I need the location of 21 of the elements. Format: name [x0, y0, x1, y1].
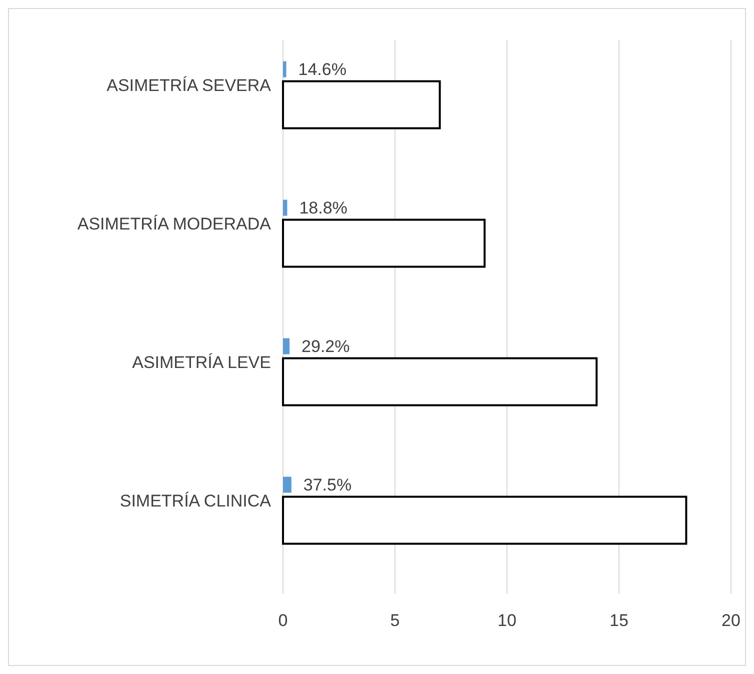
bar [283, 338, 290, 354]
data-label: 29.2% [302, 336, 350, 356]
data-label: 37.5% [303, 475, 352, 494]
x-tick-label: 10 [498, 611, 516, 630]
y-tick-label: ASIMETRÍA SEVERA [106, 76, 272, 95]
bar [282, 357, 598, 406]
data-label: 14.6% [298, 60, 346, 79]
bar [283, 476, 292, 493]
x-tick-label: 15 [610, 611, 628, 630]
bar [283, 61, 286, 78]
bar [282, 218, 486, 268]
x-tick-label: 0 [278, 611, 288, 630]
bar [282, 80, 441, 130]
y-tick-label: ASIMETRÍA MODERADA [77, 214, 272, 234]
x-tick-label: 20 [722, 611, 740, 630]
bar [283, 200, 288, 216]
y-tick-label: ASIMETRÍA LEVE [132, 352, 271, 372]
y-tick-label: SIMETRÍA CLINICA [120, 491, 272, 510]
bar [282, 496, 688, 545]
x-tick-label: 5 [390, 611, 400, 630]
data-label: 18.8% [299, 198, 348, 218]
